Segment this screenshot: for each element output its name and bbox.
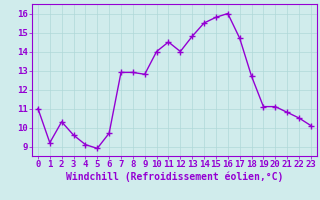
X-axis label: Windchill (Refroidissement éolien,°C): Windchill (Refroidissement éolien,°C) [66, 172, 283, 182]
